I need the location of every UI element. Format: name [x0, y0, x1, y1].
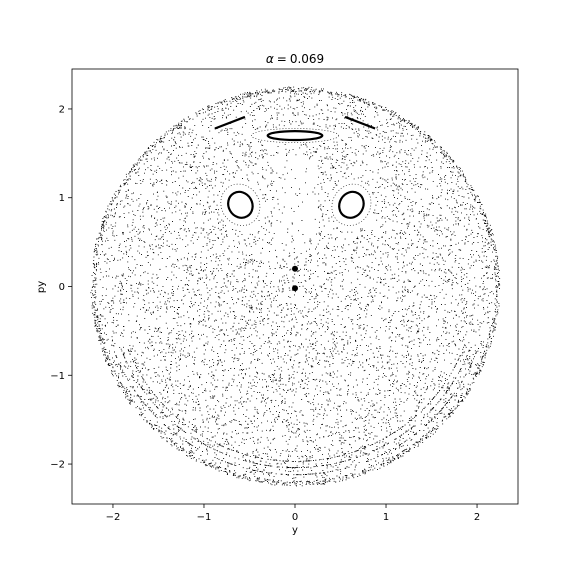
scatter-point-cloud	[90, 86, 501, 487]
y-axis-ticks: −2 −1 0 1 2	[50, 104, 72, 471]
chart-title: α = 0.069	[266, 52, 324, 66]
y-tick-label: 0	[59, 282, 65, 293]
x-tick-label: 1	[383, 512, 389, 523]
y-tick-label: −2	[50, 460, 65, 471]
island-orbit-halo	[251, 128, 339, 143]
resonance-arc	[344, 115, 376, 130]
resonance-arc	[214, 115, 246, 130]
x-tick-label: −1	[197, 512, 212, 523]
x-axis-ticks: −2 −1 0 1 2	[106, 504, 480, 523]
y-axis-label: py	[36, 281, 47, 293]
y-tick-label: 1	[59, 193, 65, 204]
x-tick-label: 2	[474, 512, 480, 523]
center-marker	[292, 265, 298, 272]
island-orbit-halo	[220, 183, 261, 226]
scatter-features	[214, 115, 376, 292]
scatter-points	[90, 86, 501, 487]
island-orbit	[338, 190, 365, 219]
island-orbit-halo	[331, 183, 372, 226]
y-tick-label: −1	[50, 371, 65, 382]
center-marker	[292, 285, 298, 292]
island-orbit	[266, 130, 324, 142]
x-tick-label: −2	[106, 512, 121, 523]
x-tick-label: 0	[292, 512, 298, 523]
y-tick-label: 2	[59, 104, 65, 115]
island-orbit	[227, 190, 254, 219]
x-axis-label: y	[292, 525, 298, 536]
